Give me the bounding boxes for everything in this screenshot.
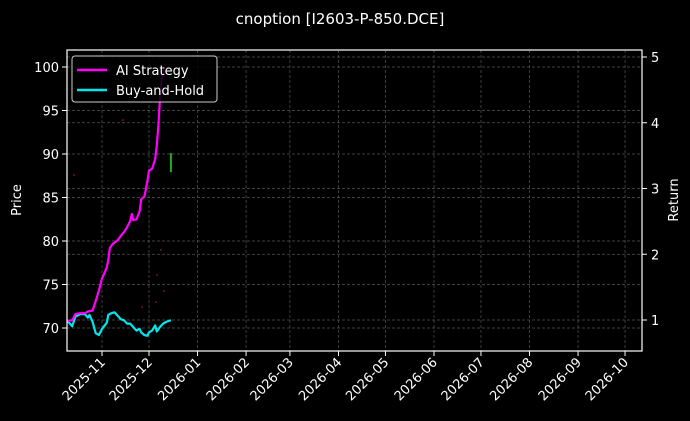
- x-tick-label: 2026-08: [487, 355, 536, 404]
- x-tick-label: 2026-04: [296, 355, 345, 404]
- y-tick-label-left: 95: [42, 105, 59, 120]
- legend-label-ai: AI Strategy: [116, 64, 189, 79]
- y-tick-label-left: 80: [42, 235, 59, 250]
- y-tick-label-left: 75: [42, 279, 59, 294]
- chart-title: cnoption [I2603-P-850.DCE]: [236, 10, 445, 28]
- x-tick-label: 2025-12: [107, 355, 156, 404]
- y-tick-label-left: 100: [34, 61, 59, 76]
- legend: AI Strategy Buy-and-Hold: [71, 55, 218, 103]
- ai-strategy-line: [67, 65, 166, 323]
- plot-frame: [66, 49, 643, 352]
- y-tick-label-right: 2: [651, 248, 659, 263]
- x-tick-label: 2026-10: [583, 355, 632, 404]
- y-tick-label-right: 1: [651, 314, 659, 329]
- x-tick-label: 2026-01: [155, 355, 204, 404]
- y-tick-label-right: 5: [651, 51, 659, 66]
- y-tick-label-right: 4: [651, 117, 659, 132]
- x-tick-label: 2026-09: [536, 355, 585, 404]
- x-tick-label: 2026-06: [392, 355, 441, 404]
- y-axis-label-right: Return: [667, 178, 682, 221]
- x-tick-label: 2026-05: [343, 355, 392, 404]
- faint-markers: [73, 119, 165, 308]
- buy-and-hold-line: [66, 311, 172, 337]
- y-axis-label-left: Price: [10, 184, 25, 216]
- x-tick-label: 2025-11: [60, 355, 109, 404]
- x-tick-label: 2026-07: [439, 355, 488, 404]
- series-layer: [66, 65, 172, 337]
- x-tick-label: 2026-02: [204, 355, 253, 404]
- grid: [67, 50, 642, 351]
- legend-label-bh: Buy-and-Hold: [116, 84, 204, 99]
- y-tick-label-left: 85: [42, 192, 59, 207]
- y-tick-label-left: 90: [42, 148, 59, 163]
- y-tick-label-right: 3: [651, 183, 659, 198]
- y-tick-label-left: 70: [42, 322, 59, 337]
- x-tick-label: 2026-03: [248, 355, 297, 404]
